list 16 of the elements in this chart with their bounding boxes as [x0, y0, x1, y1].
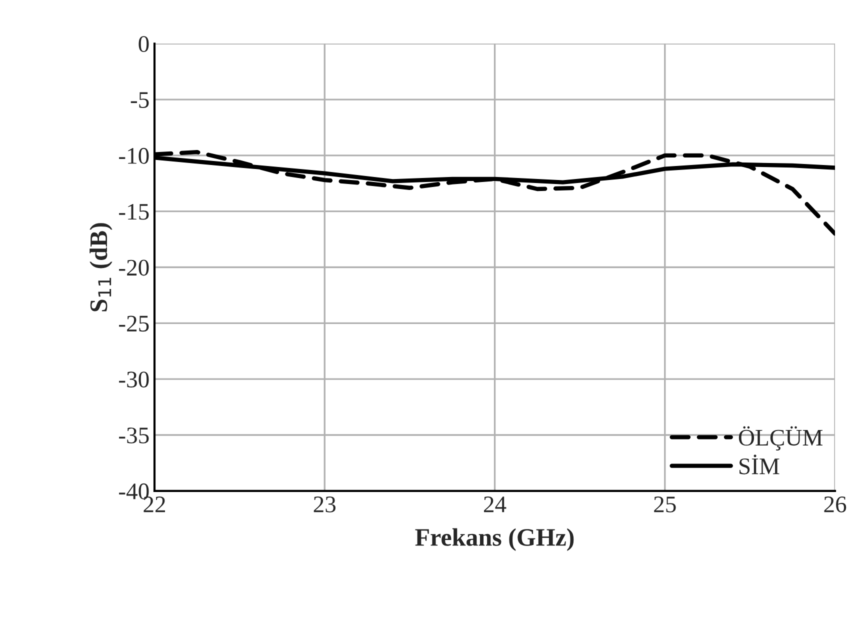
y-tick-label: -30 [119, 372, 149, 388]
y-tick-label: -10 [119, 148, 149, 164]
x-tick-label: 26 [824, 496, 846, 512]
y-tick-label: -20 [119, 260, 149, 276]
x-tick-label: 25 [654, 496, 676, 512]
x-tick-label: 23 [314, 496, 336, 512]
legend-label: ÖLÇÜM [738, 426, 823, 450]
legend-label: SİM [740, 454, 780, 474]
y-tick-label: -35 [119, 428, 149, 444]
y-axis-title: S$_{11}$ (dB) [90, 223, 112, 312]
x-tick-label: 24 [484, 496, 506, 512]
x-axis-title: Frekans (GHz) [415, 528, 574, 551]
y-tick-label: -5 [130, 92, 149, 108]
y-tick-label: 0 [138, 36, 149, 52]
y-tick-label: -25 [119, 316, 149, 332]
y-tick-label: -15 [119, 204, 149, 220]
